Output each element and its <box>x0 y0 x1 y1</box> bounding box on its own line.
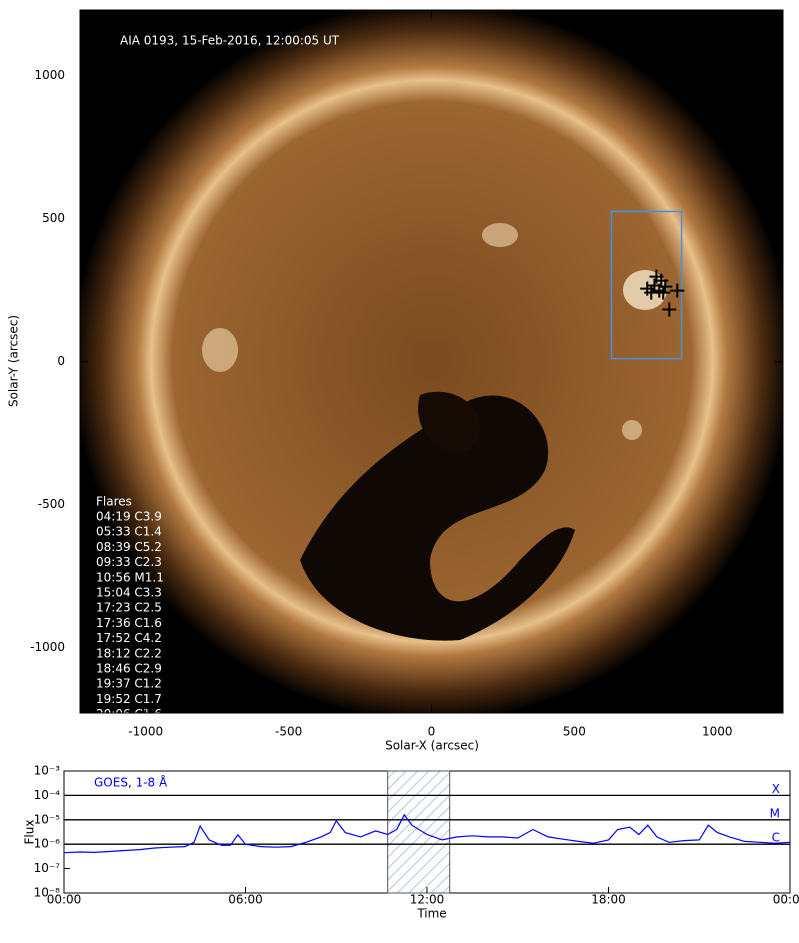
region-box <box>610 210 683 360</box>
y-tick-label: 1000 <box>34 68 65 82</box>
x-tick-label: 06:00 <box>228 893 263 907</box>
x-tick-label: -1000 <box>128 725 163 739</box>
x-tick-label: 0 <box>428 725 436 739</box>
flare-entry: 09:33 C2.3 <box>96 555 162 569</box>
y-axis-label: Solar-Y (arcsec) <box>7 315 21 407</box>
flare-entry: 17:36 C1.6 <box>96 616 162 630</box>
coronal-hole <box>418 391 481 452</box>
x-tick-label: 1000 <box>702 725 733 739</box>
flare-entry: 18:12 C2.2 <box>96 646 162 660</box>
image-title: AIA 0193, 15-Feb-2016, 12:00:05 UT <box>120 34 340 48</box>
flare-entry: 19:52 C1.7 <box>96 692 162 706</box>
flare-entry: 19:37 C1.2 <box>96 677 162 691</box>
x-axis-label: Solar-X (arcsec) <box>385 739 479 753</box>
x-tick-label: 18:00 <box>591 893 626 907</box>
highlight-region <box>387 770 451 894</box>
active-region <box>622 420 642 440</box>
active-region <box>202 328 238 372</box>
flare-entry: 18:46 C2.9 <box>96 662 162 676</box>
x-axis-label: Time <box>416 907 446 921</box>
flare-entry: 05:33 C1.4 <box>96 525 162 539</box>
flux-line <box>63 813 791 854</box>
flare-entry: 10:56 M1.1 <box>96 570 164 584</box>
y-tick-label: 10⁻⁶ <box>34 837 61 851</box>
x-tick-label: 500 <box>563 725 586 739</box>
y-tick-label: 10⁻⁴ <box>34 788 61 802</box>
y-tick-label: -1000 <box>30 640 65 654</box>
flare-entry: 17:23 C2.5 <box>96 601 162 615</box>
x-tick-label: 00:00 <box>47 893 82 907</box>
flare-entry: 20:06 C1.6 <box>96 707 162 721</box>
flare-entry: 08:39 C5.2 <box>96 540 162 554</box>
x-tick-label: -500 <box>275 725 302 739</box>
y-tick-label: 0 <box>57 354 65 368</box>
y-axis-label: Flux <box>23 820 37 845</box>
flare-marker <box>656 285 671 300</box>
corona <box>80 10 783 713</box>
goes-title: GOES, 1-8 Å <box>94 775 168 790</box>
flare-entry: 17:52 C4.2 <box>96 631 162 645</box>
coronal-hole <box>300 395 575 641</box>
flare-entry: 04:19 C3.9 <box>96 510 162 524</box>
flare-marker <box>670 283 685 298</box>
y-tick-label: 500 <box>42 211 65 225</box>
flare-heading: Flares <box>96 495 132 509</box>
y-tick-label: 10⁻⁵ <box>34 812 61 826</box>
flare-entry: 15:04 C3.3 <box>96 586 162 600</box>
flare-marker <box>662 302 677 317</box>
class-level-label: X <box>772 782 780 796</box>
class-level-label: M <box>770 806 780 820</box>
y-tick-label: 10⁻³ <box>34 764 61 778</box>
class-level-label: C <box>772 831 780 845</box>
flare-marker <box>640 281 655 296</box>
y-tick-label: -500 <box>38 497 65 511</box>
active-region <box>482 223 518 247</box>
x-tick-label: 00:00 <box>773 893 799 907</box>
x-tick-label: 12:00 <box>410 893 445 907</box>
y-tick-label: 10⁻⁸ <box>34 886 61 900</box>
y-tick-label: 10⁻⁷ <box>34 861 61 875</box>
